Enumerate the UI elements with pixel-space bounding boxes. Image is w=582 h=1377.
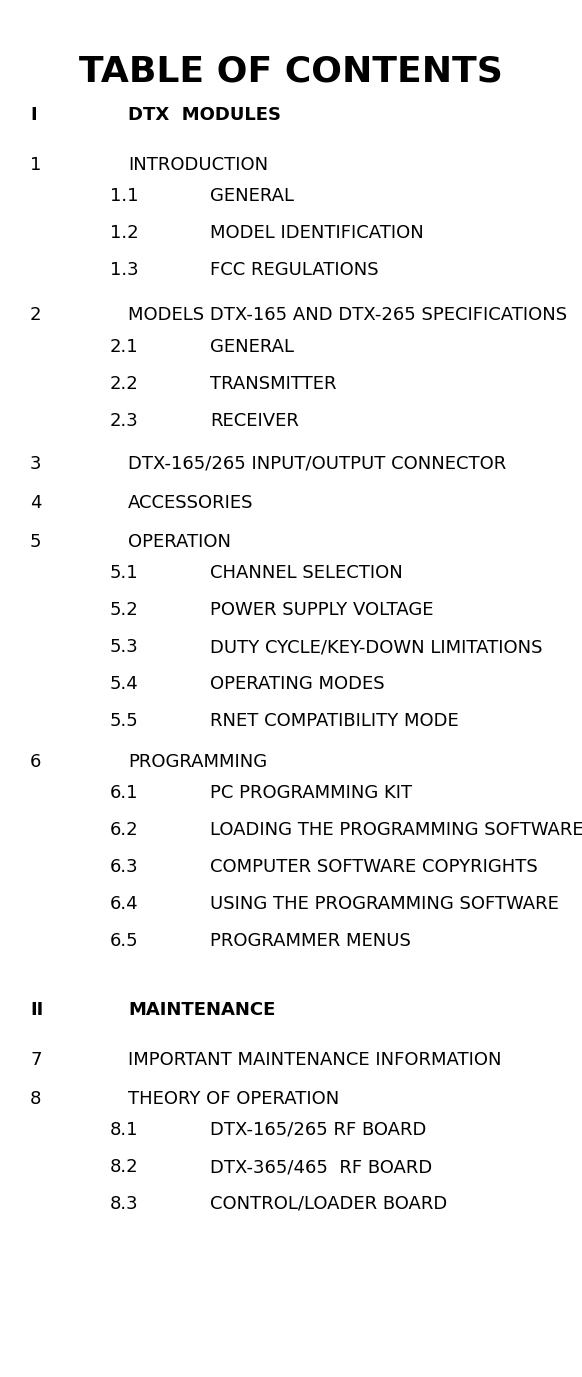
Text: MODELS DTX-165 AND DTX-265 SPECIFICATIONS: MODELS DTX-165 AND DTX-265 SPECIFICATION…: [128, 306, 567, 324]
Text: PROGRAMMER MENUS: PROGRAMMER MENUS: [210, 932, 411, 950]
Text: CHANNEL SELECTION: CHANNEL SELECTION: [210, 565, 403, 582]
Text: 6.3: 6.3: [110, 858, 139, 876]
Text: OPERATING MODES: OPERATING MODES: [210, 675, 385, 693]
Text: 6: 6: [30, 753, 41, 771]
Text: II: II: [30, 1001, 43, 1019]
Text: COMPUTER SOFTWARE COPYRIGHTS: COMPUTER SOFTWARE COPYRIGHTS: [210, 858, 538, 876]
Text: 3: 3: [30, 454, 41, 474]
Text: GENERAL: GENERAL: [210, 337, 294, 357]
Text: 1.1: 1.1: [110, 187, 139, 205]
Text: INTRODUCTION: INTRODUCTION: [128, 156, 268, 174]
Text: 2: 2: [30, 306, 41, 324]
Text: 5: 5: [30, 533, 41, 551]
Text: DTX-165/265 INPUT/OUTPUT CONNECTOR: DTX-165/265 INPUT/OUTPUT CONNECTOR: [128, 454, 506, 474]
Text: 8.1: 8.1: [110, 1121, 139, 1139]
Text: 6.1: 6.1: [110, 784, 139, 801]
Text: 8.2: 8.2: [110, 1158, 139, 1176]
Text: OPERATION: OPERATION: [128, 533, 231, 551]
Text: POWER SUPPLY VOLTAGE: POWER SUPPLY VOLTAGE: [210, 600, 434, 620]
Text: PROGRAMMING: PROGRAMMING: [128, 753, 267, 771]
Text: 1.3: 1.3: [110, 262, 139, 280]
Text: 7: 7: [30, 1051, 41, 1069]
Text: 6.2: 6.2: [110, 821, 139, 839]
Text: DUTY CYCLE/KEY-DOWN LIMITATIONS: DUTY CYCLE/KEY-DOWN LIMITATIONS: [210, 638, 542, 655]
Text: 5.5: 5.5: [110, 712, 139, 730]
Text: 2.3: 2.3: [110, 412, 139, 430]
Text: DTX-165/265 RF BOARD: DTX-165/265 RF BOARD: [210, 1121, 427, 1139]
Text: GENERAL: GENERAL: [210, 187, 294, 205]
Text: CONTROL/LOADER BOARD: CONTROL/LOADER BOARD: [210, 1195, 447, 1213]
Text: PC PROGRAMMING KIT: PC PROGRAMMING KIT: [210, 784, 412, 801]
Text: I: I: [30, 106, 37, 124]
Text: 5.2: 5.2: [110, 600, 139, 620]
Text: 5.3: 5.3: [110, 638, 139, 655]
Text: 5.1: 5.1: [110, 565, 139, 582]
Text: 1.2: 1.2: [110, 224, 139, 242]
Text: ACCESSORIES: ACCESSORIES: [128, 494, 254, 512]
Text: RECEIVER: RECEIVER: [210, 412, 299, 430]
Text: 6.5: 6.5: [110, 932, 139, 950]
Text: 8: 8: [30, 1091, 41, 1108]
Text: 1: 1: [30, 156, 41, 174]
Text: DTX-365/465  RF BOARD: DTX-365/465 RF BOARD: [210, 1158, 432, 1176]
Text: 8.3: 8.3: [110, 1195, 139, 1213]
Text: TABLE OF CONTENTS: TABLE OF CONTENTS: [79, 55, 503, 90]
Text: TRANSMITTER: TRANSMITTER: [210, 375, 336, 392]
Text: DTX  MODULES: DTX MODULES: [128, 106, 281, 124]
Text: RNET COMPATIBILITY MODE: RNET COMPATIBILITY MODE: [210, 712, 459, 730]
Text: LOADING THE PROGRAMMING SOFTWARE: LOADING THE PROGRAMMING SOFTWARE: [210, 821, 582, 839]
Text: 5.4: 5.4: [110, 675, 139, 693]
Text: THEORY OF OPERATION: THEORY OF OPERATION: [128, 1091, 339, 1108]
Text: 6.4: 6.4: [110, 895, 139, 913]
Text: USING THE PROGRAMMING SOFTWARE: USING THE PROGRAMMING SOFTWARE: [210, 895, 559, 913]
Text: IMPORTANT MAINTENANCE INFORMATION: IMPORTANT MAINTENANCE INFORMATION: [128, 1051, 502, 1069]
Text: FCC REGULATIONS: FCC REGULATIONS: [210, 262, 379, 280]
Text: MODEL IDENTIFICATION: MODEL IDENTIFICATION: [210, 224, 424, 242]
Text: MAINTENANCE: MAINTENANCE: [128, 1001, 275, 1019]
Text: 4: 4: [30, 494, 41, 512]
Text: 2.2: 2.2: [110, 375, 139, 392]
Text: 2.1: 2.1: [110, 337, 139, 357]
